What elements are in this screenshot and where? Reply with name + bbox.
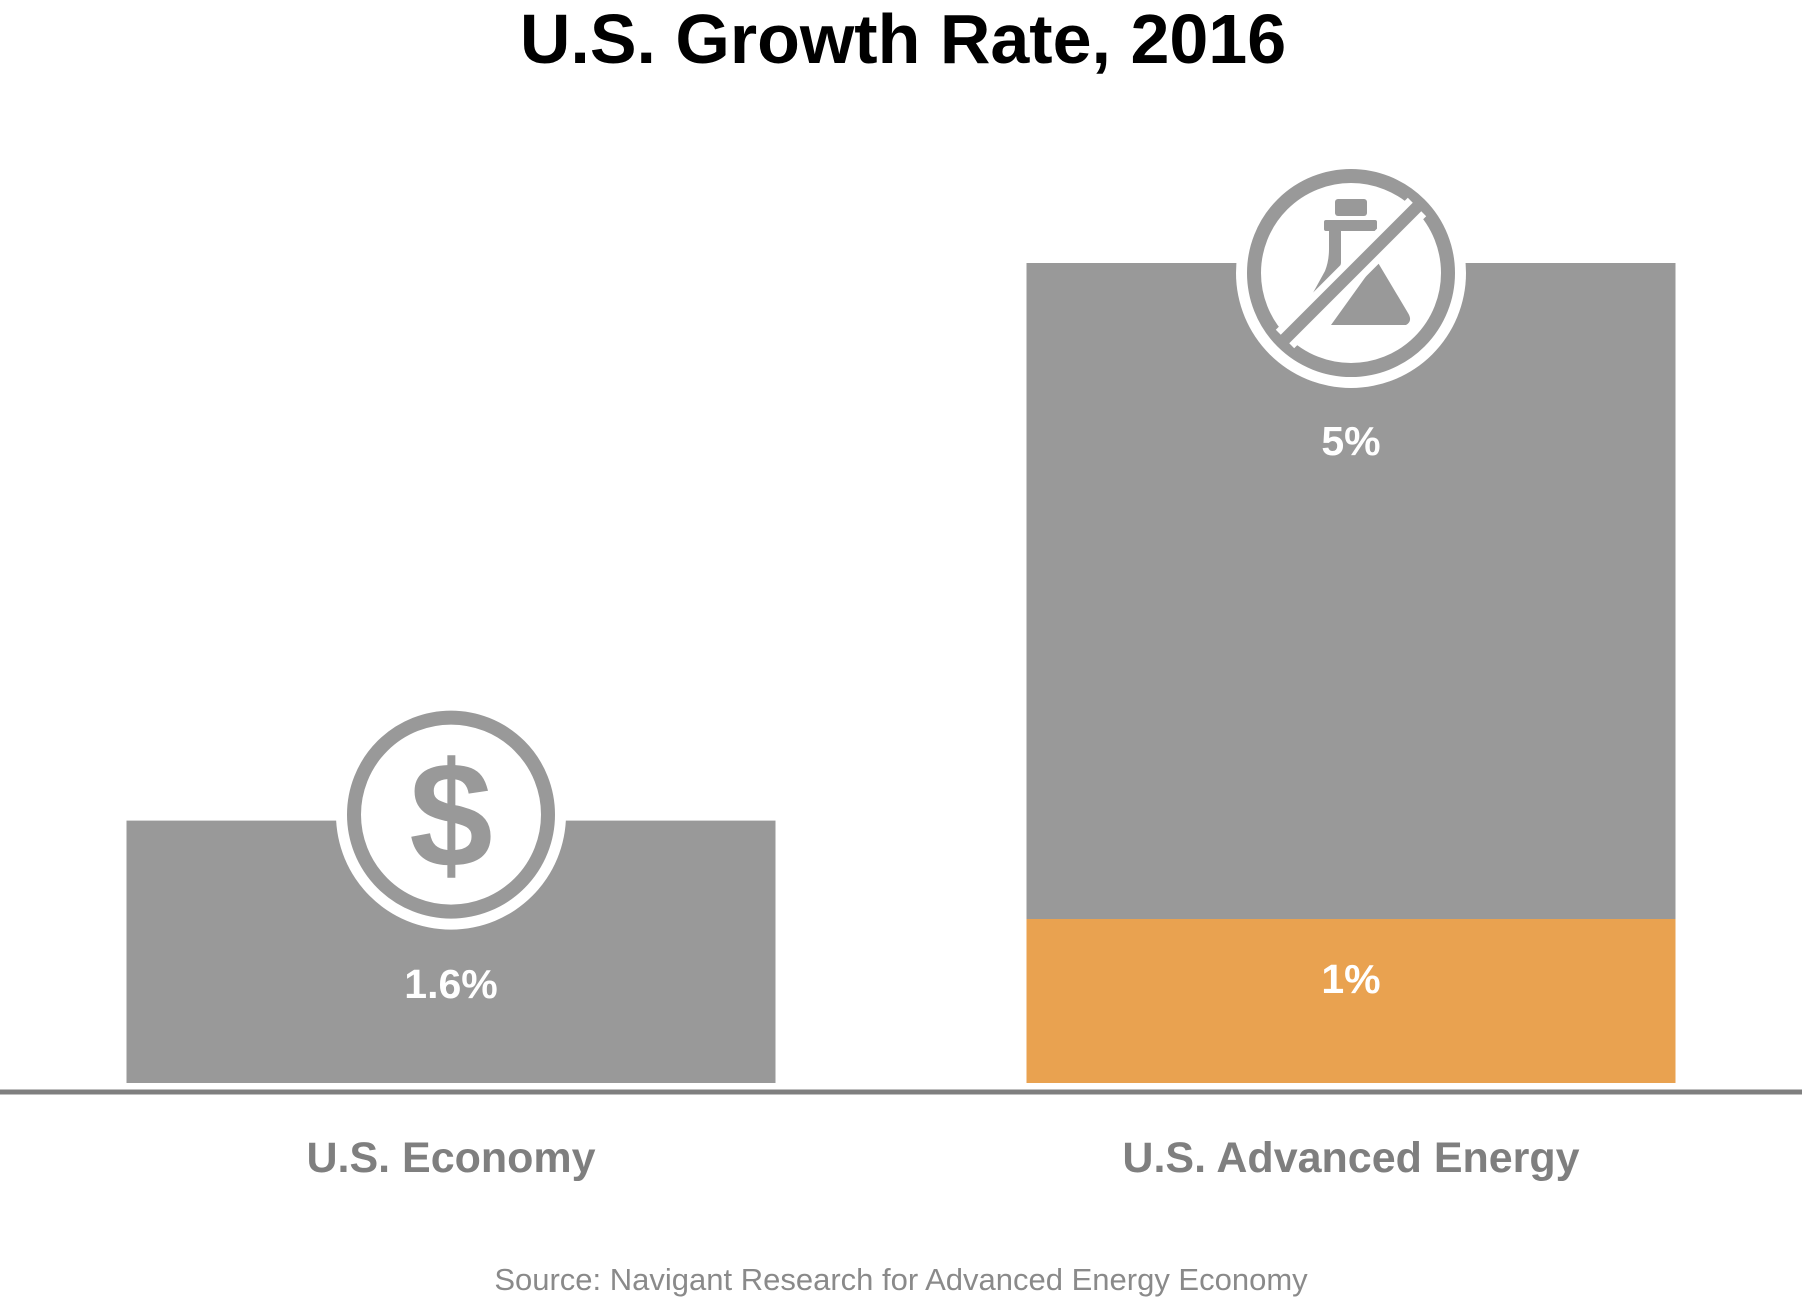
value-label-us-advanced-energy: 5% — [1321, 418, 1380, 464]
bar-segment-highlight — [1026, 919, 1676, 1083]
chart-title: U.S. Growth Rate, 2016 — [520, 0, 1286, 78]
flask-glyph — [1303, 199, 1411, 325]
dollar-coin-icon: $ — [336, 699, 566, 930]
prohibition-slash — [1274, 196, 1428, 350]
icon-ring — [1247, 169, 1455, 377]
flask-collar — [1324, 220, 1377, 231]
bars-layer: $1.6% 1% 5% — [126, 158, 1676, 1083]
no-fossil-fuel-flask-icon — [1236, 158, 1466, 388]
category-label-us-advanced-energy: U.S. Advanced Energy — [1122, 1134, 1579, 1182]
icon-ring — [347, 710, 555, 919]
icon-halo — [336, 699, 566, 930]
value-label-highlight: 1% — [1321, 956, 1380, 1002]
value-label-us-economy: 1.6% — [404, 961, 497, 1007]
flask-neck — [1303, 231, 1341, 311]
source-note: Source: Navigant Research for Advanced E… — [494, 1262, 1308, 1297]
flask-cap — [1335, 199, 1367, 216]
flask-body — [1331, 261, 1411, 325]
dollar-sign-glyph: $ — [409, 731, 492, 899]
category-label-us-economy: U.S. Economy — [306, 1134, 595, 1182]
